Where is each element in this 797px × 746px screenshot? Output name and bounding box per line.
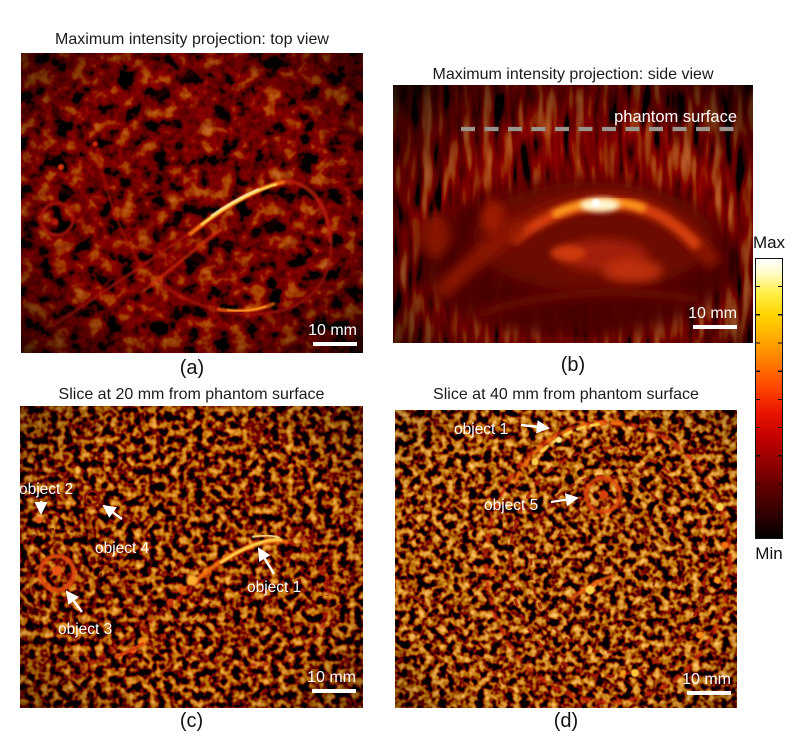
- panel-d-title: Slice at 40 mm from phantom surface: [433, 386, 699, 403]
- scalebar-b: 10 mm: [677, 305, 737, 329]
- label-object-2: object 2: [20, 481, 73, 498]
- panel-b-tag: (b): [560, 354, 586, 376]
- scalebar-c-label: 10 mm: [307, 669, 356, 686]
- label-object-1: object 1: [454, 421, 508, 438]
- colorbar-ticks-right: [778, 259, 782, 538]
- panel-b-image: phantom surface: [393, 85, 753, 343]
- vignette: [395, 410, 737, 708]
- panel-b-title: Maximum intensity projection: side view: [432, 66, 714, 83]
- panel-c-image: object 2 object 4 object 1 object 3: [20, 406, 363, 708]
- scalebar-a: 10 mm: [297, 322, 357, 346]
- scalebar-a-label: 10 mm: [308, 322, 357, 339]
- scalebar-d: 10 mm: [671, 671, 731, 695]
- scalebar-d-label: 10 mm: [682, 671, 731, 688]
- label-object-4: object 4: [95, 540, 150, 557]
- label-object-1: object 1: [247, 579, 301, 596]
- colorbar-max-label: Max: [752, 233, 786, 252]
- phantom-surface-label: phantom surface: [614, 108, 737, 126]
- panel-a-image: [21, 53, 363, 353]
- colorbar-min-label: Min: [755, 544, 783, 563]
- colorbar-gradient: [756, 259, 782, 538]
- panel-c-tag: (c): [179, 710, 204, 732]
- panel-d-annotations: object 1 object 5: [454, 420, 579, 514]
- colorbar-ticks-left: [756, 259, 760, 538]
- scalebar-d-line: [687, 691, 731, 695]
- scalebar-c: 10 mm: [296, 669, 356, 693]
- arrow-object-3: [65, 590, 83, 613]
- scalebar-b-label: 10 mm: [688, 305, 737, 322]
- scalebar-a-line: [313, 342, 357, 346]
- panel-c-annotations: object 2 object 4 object 1 object 3: [20, 481, 301, 638]
- label-object-5: object 5: [484, 497, 538, 514]
- vignette: [21, 53, 363, 353]
- scalebar-b-line: [693, 325, 737, 329]
- arrow-object-5: [550, 493, 579, 507]
- vignette: [393, 85, 753, 343]
- label-object-3: object 3: [58, 621, 112, 638]
- arrow-object-1: [520, 420, 550, 434]
- vignette: [20, 406, 363, 708]
- panel-c-title: Slice at 20 mm from phantom surface: [58, 386, 325, 403]
- panel-d-tag: (d): [553, 710, 579, 732]
- panel-a-title: Maximum intensity projection: top view: [55, 31, 329, 48]
- arrow-object-1: [257, 547, 276, 575]
- arrow-object-4: [102, 504, 123, 520]
- colorbar: [755, 258, 783, 539]
- panel-a-tag: (a): [179, 357, 205, 379]
- scalebar-c-line: [312, 689, 356, 693]
- panel-d-image: object 1 object 5: [395, 410, 737, 708]
